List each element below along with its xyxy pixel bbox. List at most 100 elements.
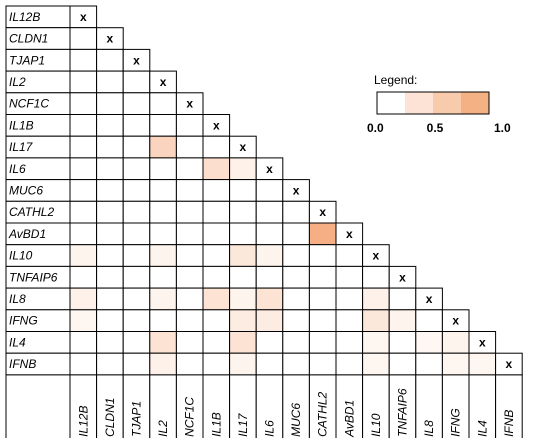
heatmap-cell — [362, 331, 390, 354]
heatmap-cell — [202, 331, 231, 354]
heatmap-cell — [415, 331, 443, 354]
heatmap-cell — [282, 265, 310, 289]
heatmap-cell — [362, 265, 390, 289]
column-label-cell — [149, 374, 177, 438]
legend-swatch — [461, 92, 489, 114]
heatmap-cell — [122, 135, 151, 159]
heatmap-cell — [122, 331, 151, 354]
heatmap-cell — [149, 244, 177, 267]
diagonal-x-marker: x — [133, 53, 140, 67]
heatmap-cell — [122, 157, 151, 181]
heatmap-cell — [69, 265, 98, 289]
row-label-ifng: IFNG — [9, 314, 38, 328]
heatmap-cell — [202, 244, 231, 267]
heatmap-cell — [202, 309, 231, 332]
diagonal-x-marker: x — [319, 205, 326, 219]
heatmap-cell — [362, 352, 390, 376]
heatmap-cell — [149, 265, 177, 289]
heatmap-cell — [255, 222, 284, 246]
diagonal-x-marker: x — [213, 118, 220, 132]
row-label-tnfaip6: TNFAIP6 — [9, 270, 58, 284]
heatmap-cell — [175, 157, 204, 181]
heatmap-cell — [96, 244, 124, 267]
heatmap-cell — [202, 200, 231, 224]
heatmap-cell — [122, 265, 151, 289]
heatmap-cell — [229, 244, 257, 267]
heatmap-cell — [149, 114, 177, 137]
column-label-il8: IL8 — [422, 420, 436, 437]
heatmap-cell — [388, 331, 417, 354]
heatmap-cell — [96, 179, 124, 202]
heatmap-cell — [149, 287, 177, 311]
heatmap-cell — [229, 287, 257, 311]
heatmap-cell — [229, 179, 257, 202]
heatmap-cell — [308, 352, 337, 376]
heatmap-cell — [229, 352, 257, 376]
column-label-cell — [495, 374, 523, 438]
heatmap-cell — [255, 287, 284, 311]
heatmap-cell — [282, 244, 310, 267]
row-label-ncf1c: NCF1C — [9, 97, 49, 111]
heatmap-cell — [175, 114, 204, 137]
column-label-tnfaip6: TNFAIP6 — [396, 388, 410, 437]
heatmap-cell — [175, 309, 204, 332]
row-label-il4: IL4 — [9, 335, 26, 349]
column-labels: IL12B CLDN1 TJAP1 IL2 NCF1C IL1B IL17 IL6 MUC6 CA… — [5, 374, 523, 438]
legend-swatch — [377, 92, 405, 114]
heatmap-cell — [255, 179, 284, 202]
heatmap-cell — [202, 179, 231, 202]
heatmap-cell — [175, 179, 204, 202]
heatmap-cell — [255, 331, 284, 354]
row-labels: IL12B CLDN1 TJAP1 IL2 NCF1C IL1B IL17 IL6 MUC6 CA… — [5, 5, 71, 376]
heatmap-cell — [69, 135, 98, 159]
heatmap-cell — [149, 331, 177, 354]
heatmap-cell — [335, 244, 364, 267]
row-label-il6: IL6 — [9, 162, 26, 176]
heatmap-cell — [69, 114, 98, 137]
heatmap-cell — [255, 244, 284, 267]
row-label-il2: IL2 — [9, 75, 26, 89]
row-label-il8: IL8 — [9, 292, 26, 306]
legend: Legend: 0.0 0.5 1.0 — [367, 73, 511, 135]
heatmap-cell — [69, 70, 98, 94]
column-label-il6: IL6 — [263, 420, 277, 437]
heatmap-cell — [149, 157, 177, 181]
legend-border — [376, 91, 490, 115]
heatmap-cell — [122, 179, 151, 202]
diagonal-x-marker: x — [293, 183, 300, 197]
diagonal-x-marker: x — [373, 249, 380, 263]
heatmap-cell — [96, 157, 124, 181]
heatmap-cell — [229, 222, 257, 246]
column-label-cell — [335, 374, 364, 438]
heatmap-cell — [96, 48, 124, 72]
diagonal-x-marker: x — [80, 10, 87, 24]
heatmap-cell — [149, 179, 177, 202]
heatmap-cell — [308, 309, 337, 332]
column-label-il10: IL10 — [369, 413, 383, 437]
column-label-cell — [255, 374, 284, 438]
heatmap-cell — [441, 352, 470, 376]
legend-scale — [376, 91, 490, 115]
row-label-ifnb: IFNB — [9, 357, 36, 371]
heatmap-cell — [69, 244, 98, 267]
heatmap-cell — [122, 287, 151, 311]
heatmap-cell — [308, 244, 337, 267]
heatmap-cell — [282, 309, 310, 332]
heatmap-cell — [362, 287, 390, 311]
heatmap-cell — [122, 352, 151, 376]
heatmap-cell — [202, 265, 231, 289]
column-label-il1b: IL1B — [209, 412, 223, 437]
heatmap-cell — [202, 135, 231, 159]
heatmap-cell — [255, 200, 284, 224]
heatmap-cell — [335, 352, 364, 376]
heatmap-cells: x x x x x x x x x x x x x x x x x — [69, 5, 523, 376]
heatmap-cell — [149, 135, 177, 159]
heatmap-cell — [96, 309, 124, 332]
column-label-cell — [202, 374, 231, 438]
heatmap-cell — [69, 48, 98, 72]
diagonal-x-marker: x — [346, 227, 353, 241]
heatmap-cell — [69, 179, 98, 202]
row-label-il10: IL10 — [9, 249, 33, 263]
heatmap-cell — [335, 265, 364, 289]
